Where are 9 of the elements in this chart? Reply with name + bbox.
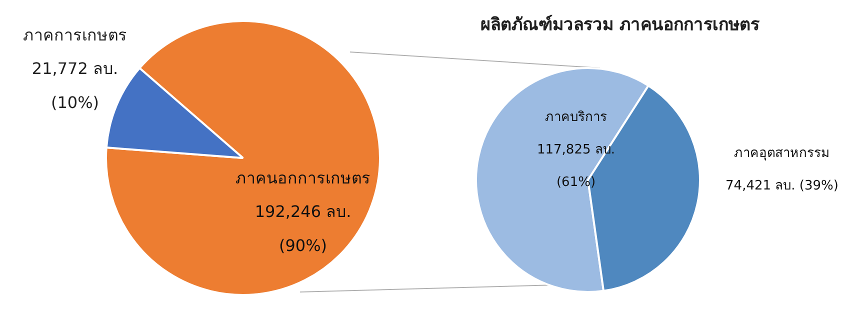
chart-title: ผลิตภัณฑ์มวลรวม ภาคนอกการเกษตร bbox=[480, 14, 760, 37]
data-label: 192,246 ลบ. (90%) bbox=[254, 202, 352, 255]
text: 117,825 ลบ. (61%) bbox=[536, 142, 616, 190]
slice-label: ภาคนอกการเกษตร bbox=[236, 168, 370, 188]
slice-label: ภาคอุตสาหกรรม bbox=[734, 146, 830, 162]
slice-label: ภาคบริการ bbox=[545, 110, 607, 125]
slice-label: ภาคการเกษตร bbox=[23, 26, 127, 45]
data-label: 21,772 ลบ. (10%) bbox=[32, 59, 118, 112]
data-label: 74,421 ลบ. (39%) bbox=[726, 178, 838, 194]
